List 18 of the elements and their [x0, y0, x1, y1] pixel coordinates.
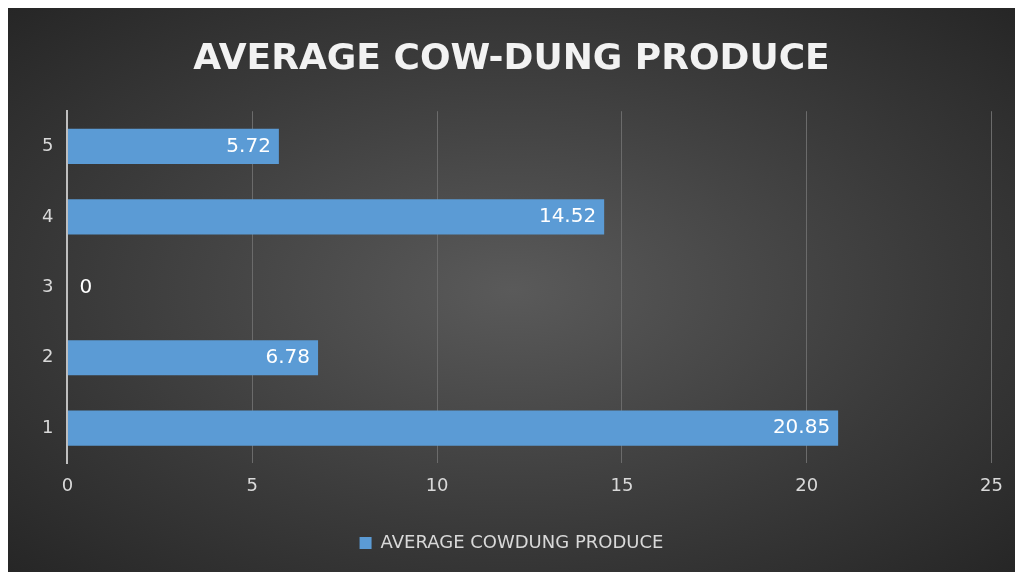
- chart-title: AVERAGE COW-DUNG PRODUCE: [193, 35, 830, 77]
- x-tick-label: 15: [610, 473, 634, 495]
- data-label: 0: [79, 273, 93, 298]
- y-tick-label: 3: [42, 274, 54, 296]
- y-tick-label: 4: [42, 204, 54, 226]
- x-tick-label: 25: [980, 473, 1003, 495]
- data-label: 6.78: [265, 343, 311, 368]
- data-label: 5.72: [226, 132, 271, 157]
- x-tick-label: 5: [246, 473, 258, 495]
- data-label: 14.52: [538, 203, 597, 228]
- data-label: 20.85: [772, 414, 831, 439]
- y-tick-label: 2: [42, 345, 54, 367]
- y-tick-label: 5: [42, 134, 54, 156]
- x-tick-label: 0: [61, 473, 74, 495]
- x-tick-label: 20: [795, 473, 819, 495]
- legend-label: AVERAGE COWDUNG PRODUCE: [380, 530, 664, 552]
- x-tick-label: 10: [425, 473, 449, 495]
- y-tick-label: 1: [42, 415, 54, 437]
